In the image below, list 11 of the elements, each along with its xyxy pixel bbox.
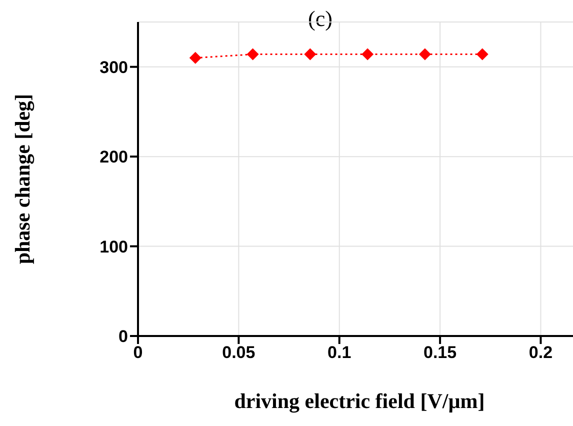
x-axis-title: driving electric field [V/µm]	[234, 389, 485, 413]
y-axis-title: phase change [deg]	[10, 94, 34, 264]
x-tick-label: 0.1	[328, 343, 352, 362]
x-tick-label: 0.2	[528, 343, 553, 362]
x-tick-label: 0	[133, 343, 143, 362]
x-tick-label: 0.05	[222, 343, 256, 362]
x-tick-label: 0.15	[424, 343, 457, 362]
y-tick-label: 0	[118, 327, 128, 346]
y-tick-label: 300	[100, 58, 128, 77]
y-tick-label: 200	[100, 148, 128, 167]
y-tick-label: 100	[100, 237, 128, 256]
